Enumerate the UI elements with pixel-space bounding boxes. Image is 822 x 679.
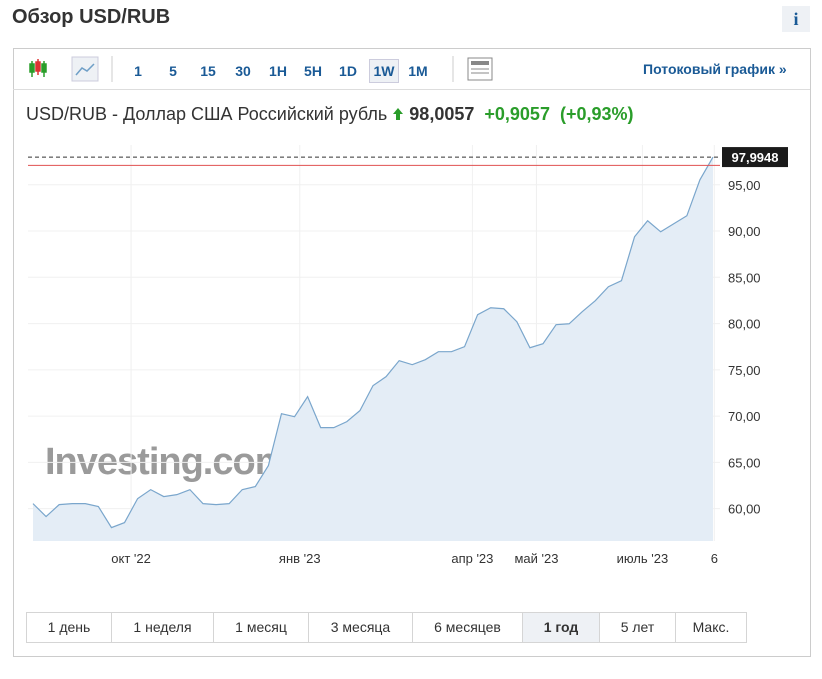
x-tick-label: июль '23: [617, 551, 669, 566]
interval-button[interactable]: 1H: [269, 63, 287, 79]
table-icon[interactable]: [467, 57, 493, 81]
interval-button[interactable]: 5H: [304, 63, 322, 79]
range-button[interactable]: 1 день: [26, 612, 112, 643]
range-buttons: 1 день 1 неделя 1 месяц 3 месяца 6 месяцев 1 …: [26, 612, 747, 643]
page-title: Обзор USD/RUB: [12, 6, 171, 28]
x-tick-label: апр '23: [451, 551, 493, 566]
y-tick-label: 95,00: [728, 178, 761, 193]
range-button[interactable]: 6 месяцев: [412, 612, 523, 643]
candlestick-icon[interactable]: [29, 59, 47, 77]
range-button[interactable]: 1 неделя: [111, 612, 214, 643]
change: +0,9057: [484, 104, 550, 124]
interval-button[interactable]: 1D: [339, 63, 357, 79]
chart: Investing.com60,0065,0070,0075,0080,0085…: [28, 145, 788, 566]
y-tick-label: 85,00: [728, 270, 761, 285]
x-tick-label: май '23: [514, 551, 558, 566]
y-tick-label: 75,00: [728, 363, 761, 378]
toolbar-icons: [29, 56, 493, 82]
instrument-name: USD/RUB - Доллар США Российский рубль: [26, 104, 388, 124]
interval-button[interactable]: 5: [169, 63, 177, 79]
change-percent: (+0,93%): [559, 104, 634, 124]
last-value-label: 97,9948: [732, 150, 779, 165]
y-tick-label: 80,00: [728, 317, 761, 332]
info-button[interactable]: i: [782, 6, 810, 32]
streaming-chart-link[interactable]: Потоковый график »: [643, 61, 787, 77]
interval-button[interactable]: 1W: [369, 59, 399, 83]
x-tick-label: янв '23: [279, 551, 321, 566]
range-button[interactable]: 5 лет: [599, 612, 676, 643]
last-value-box: [722, 147, 788, 168]
widget-frame: [13, 48, 811, 657]
interval-button[interactable]: 1M: [408, 63, 428, 79]
line-icon: [75, 63, 95, 76]
range-button[interactable]: Макс.: [675, 612, 747, 643]
quote-line: USD/RUB - Доллар США Российский рубль 98…: [26, 104, 634, 125]
interval-button[interactable]: 1: [134, 63, 142, 79]
area-line: [32, 156, 714, 529]
x-tick-label: окт '22: [111, 551, 151, 566]
x-tick-label: 6: [711, 551, 718, 566]
y-tick-label: 65,00: [728, 455, 761, 470]
y-tick-label: 60,00: [728, 502, 761, 517]
y-tick-label: 90,00: [728, 224, 761, 239]
up-arrow: [393, 108, 404, 120]
toolbar: [13, 49, 810, 90]
interval-button[interactable]: 15: [200, 63, 216, 79]
area-fill: [33, 157, 713, 541]
range-button[interactable]: 1 месяц: [213, 612, 309, 643]
range-button[interactable]: 1 год: [522, 612, 600, 643]
price: 98,0057: [409, 104, 475, 124]
interval-button[interactable]: 30: [235, 63, 251, 79]
y-tick-label: 70,00: [728, 409, 761, 424]
range-button[interactable]: 3 месяца: [308, 612, 413, 643]
